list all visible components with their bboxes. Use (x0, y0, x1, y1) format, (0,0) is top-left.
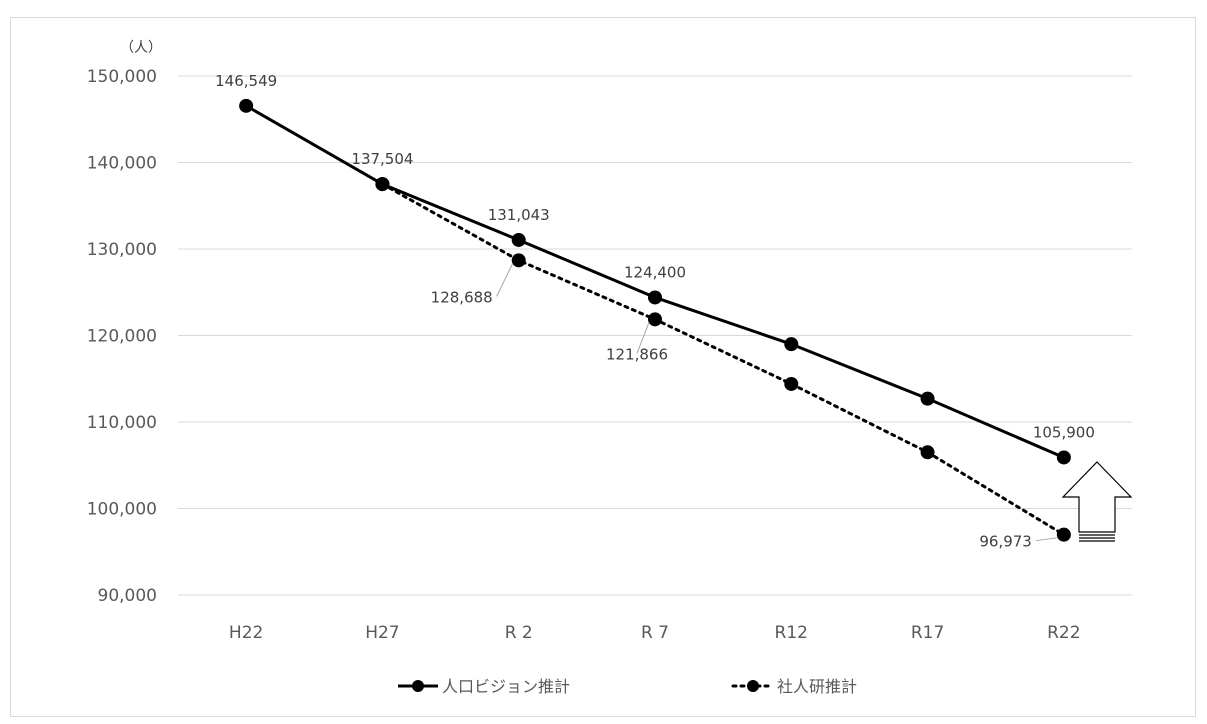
data-label: 128,688 (431, 288, 493, 306)
x-tick-label: R 7 (641, 623, 669, 643)
legend-swatch-marker-1 (747, 680, 759, 692)
legend: 人口ビジョン推計 社人研推計 (398, 677, 857, 696)
data-label: 121,866 (606, 345, 668, 363)
x-tick-label: R12 (775, 623, 808, 643)
gridlines (178, 75, 1132, 596)
data-point-marker (375, 177, 390, 192)
leader-line (1035, 537, 1058, 542)
y-tick-label: 90,000 (98, 586, 157, 606)
legend-label-1: 社人研推計 (777, 677, 857, 696)
x-tick-label: H27 (365, 623, 399, 643)
data-point-marker (920, 391, 935, 406)
y-tick-label: 150,000 (87, 67, 157, 87)
leader-line (496, 263, 514, 297)
leader-line (636, 322, 650, 354)
data-point-marker (784, 337, 799, 352)
x-tick-label: R 2 (505, 623, 533, 643)
data-label: 105,900 (1033, 423, 1095, 441)
data-point-marker (648, 290, 662, 305)
data-point-marker (511, 253, 526, 268)
data-label: 96,973 (979, 533, 1032, 551)
x-axis-ticks: H22 H27 R 2 R 7 R12 R17 R22 (229, 623, 1081, 643)
chart-frame (10, 17, 1196, 717)
data-label: 137,504 (351, 150, 413, 168)
x-tick-label: R22 (1047, 623, 1080, 643)
legend-label-0: 人口ビジョン推計 (442, 677, 570, 696)
y-tick-label: 130,000 (87, 240, 157, 260)
up-arrow-annotation (1061, 461, 1133, 542)
data-point-marker (920, 445, 935, 460)
data-point-marker (648, 312, 662, 327)
x-tick-label: H22 (229, 623, 263, 643)
data-point-marker (1056, 527, 1071, 542)
series-group (239, 98, 1071, 542)
up-arrow-shape (1061, 461, 1133, 533)
series-line-1 (380, 182, 1066, 537)
data-label: 131,043 (488, 206, 550, 224)
data-labels-group: 146,549 137,504 131,043 124,400 105,900 128,6… (215, 72, 1095, 551)
y-tick-label: 100,000 (87, 500, 157, 520)
legend-swatch-marker-0 (412, 680, 424, 692)
y-tick-label: 140,000 (87, 154, 157, 174)
data-point-marker (511, 232, 526, 247)
y-tick-label: 120,000 (87, 327, 157, 347)
data-label: 124,400 (624, 263, 686, 281)
data-point-marker (784, 376, 799, 391)
data-label: 146,549 (215, 72, 277, 90)
x-tick-label: R17 (911, 623, 944, 643)
y-unit-label: （人） (120, 40, 162, 56)
y-axis-ticks: 90,000 100,000 110,000 120,000 130,000 140,00… (87, 67, 157, 606)
y-tick-label: 110,000 (87, 413, 157, 433)
data-point-marker (1056, 450, 1071, 465)
data-point-marker (239, 98, 254, 113)
